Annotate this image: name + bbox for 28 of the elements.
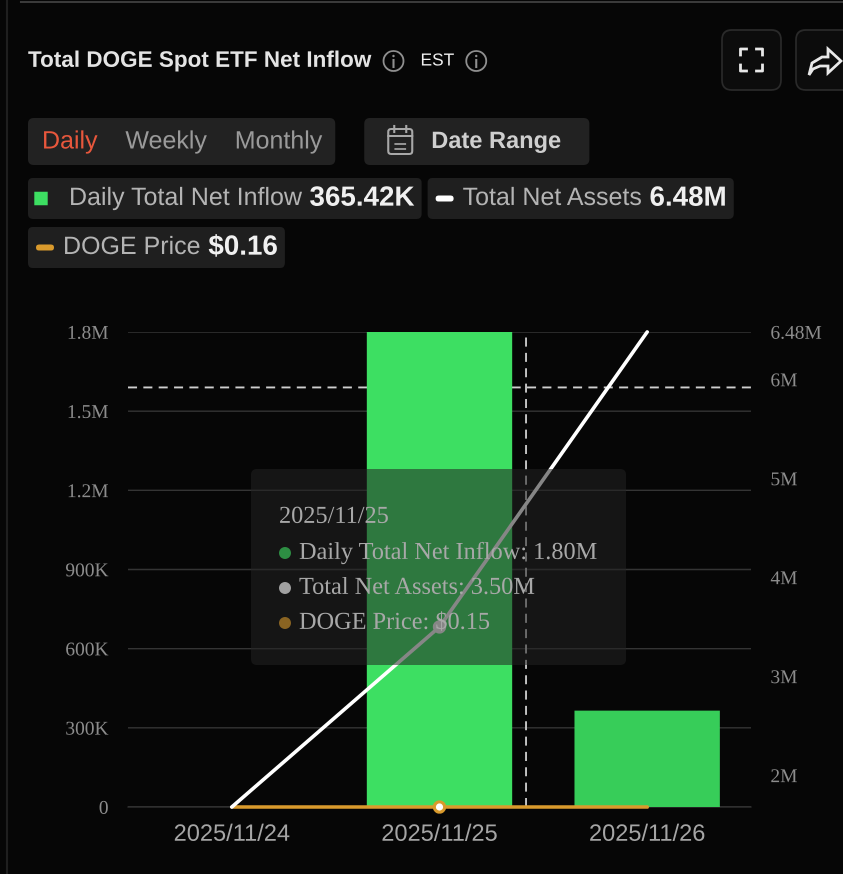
y-tick-label: 600K bbox=[66, 642, 108, 656]
legend-label: Daily Total Net Inflow bbox=[71, 186, 302, 210]
x-tick-label: 2025/11/26 bbox=[590, 824, 704, 842]
y-tick-label: 1.8M bbox=[68, 326, 108, 340]
text: Daily bbox=[44, 130, 98, 154]
y2-tick-label: 5M bbox=[772, 472, 797, 486]
x-tick-label: 2025/11/25 bbox=[382, 824, 497, 842]
y-tick-label: 1.2M bbox=[68, 484, 108, 498]
y-tick-label: 0 bbox=[100, 800, 108, 814]
y2-tick-label: 6M bbox=[771, 373, 797, 386]
y-tick-label: 1.5M bbox=[68, 405, 108, 418]
text: 365.42K bbox=[310, 186, 414, 206]
chart-title: Total DOGE Spot ETF Net Inflow bbox=[28, 50, 372, 72]
y2-tick-label: 4M bbox=[770, 571, 797, 584]
y-tick-label: 300K bbox=[66, 722, 108, 735]
text: Weekly bbox=[125, 130, 207, 154]
text: $0.16 bbox=[208, 234, 277, 257]
y2-tick-label: 3M bbox=[771, 670, 797, 684]
y2-tick-label: 2M bbox=[771, 769, 797, 782]
y-tick-label: 900K bbox=[66, 563, 108, 576]
text: Monthly bbox=[236, 130, 322, 154]
text: 6.48M bbox=[650, 186, 725, 206]
text: Date Range bbox=[432, 132, 560, 154]
legend-label: Total Net Assets bbox=[463, 186, 641, 206]
legend-label: DOGE Price bbox=[65, 236, 200, 254]
y2-tick-label: 6.48M bbox=[771, 326, 822, 340]
chart-subtitle: EST bbox=[422, 53, 454, 66]
x-tick-label: 2025/11/24 bbox=[174, 824, 290, 842]
